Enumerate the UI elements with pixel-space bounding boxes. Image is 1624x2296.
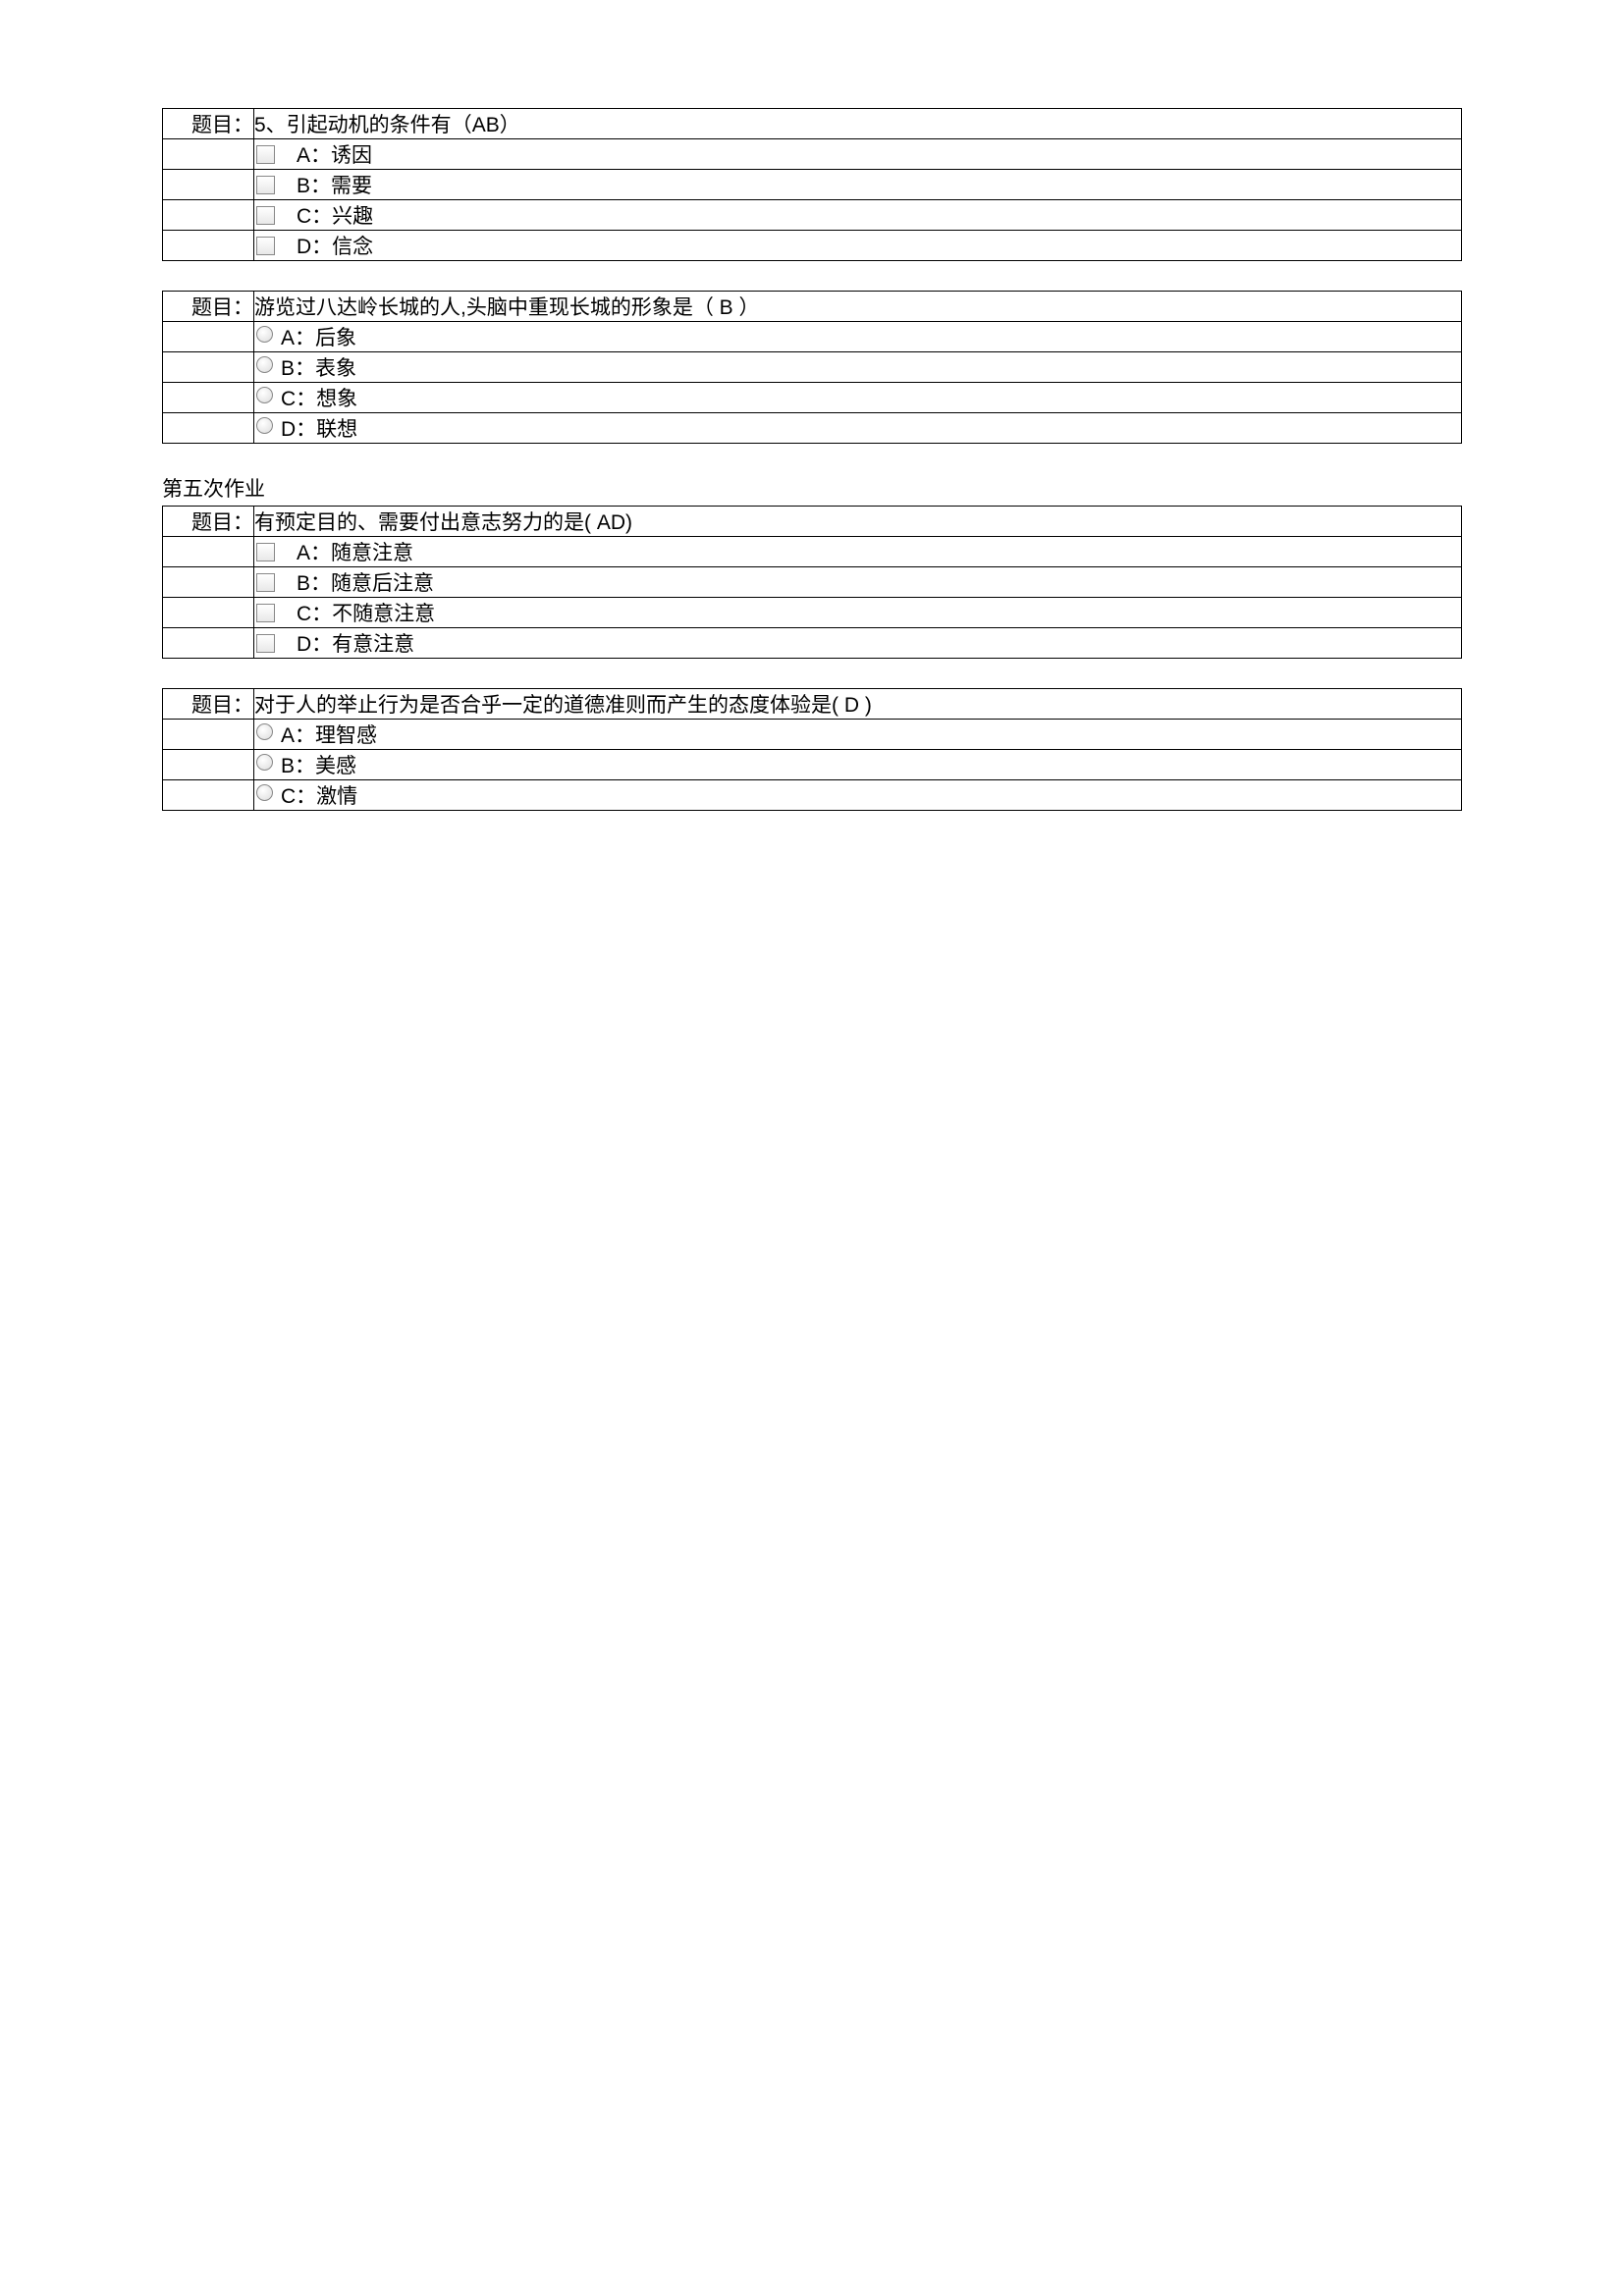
checkbox-icon[interactable] xyxy=(256,604,275,622)
stem-answer: AB xyxy=(472,114,500,136)
question-label: 题目： xyxy=(163,109,254,139)
radio-icon[interactable] xyxy=(256,784,273,801)
stem-answer: D xyxy=(844,694,859,717)
option-text: D：信念 xyxy=(297,231,373,260)
option-text: D：有意注意 xyxy=(297,628,414,658)
option-text: A：理智感 xyxy=(281,720,377,749)
question-label: 题目： xyxy=(163,292,254,322)
option-row: A：理智感 xyxy=(254,720,1462,750)
question-stem: 游览过八达岭长城的人,头脑中重现长城的形象是（ B ） xyxy=(254,292,1462,322)
checkbox-icon[interactable] xyxy=(256,573,275,592)
option-text: C：不随意注意 xyxy=(297,598,435,627)
stem-prefix: 5、引起动机的条件有（ xyxy=(254,114,472,136)
option-text: C：激情 xyxy=(281,780,357,810)
stem-prefix: 有预定目的、需要付出意志努力的是( xyxy=(254,511,597,534)
stem-answer: AD xyxy=(597,511,625,534)
option-row: A：诱因 xyxy=(254,139,1462,170)
question-label: 题目： xyxy=(163,507,254,537)
question-stem: 5、引起动机的条件有（AB） xyxy=(254,109,1462,139)
page-container: 题目： 5、引起动机的条件有（AB） A：诱因 B：需要 C：兴趣 xyxy=(0,0,1624,899)
question-block-3: 题目： 有预定目的、需要付出意志努力的是( AD) A：随意注意 B：随意后注意… xyxy=(162,506,1462,659)
checkbox-icon[interactable] xyxy=(256,634,275,653)
option-text: A：后象 xyxy=(281,322,356,351)
checkbox-icon[interactable] xyxy=(256,206,275,225)
option-row: C：想象 xyxy=(254,383,1462,413)
option-text: D：联想 xyxy=(281,413,357,443)
checkbox-icon[interactable] xyxy=(256,145,275,164)
checkbox-icon[interactable] xyxy=(256,237,275,255)
stem-answer: B xyxy=(720,296,733,319)
option-row: D：信念 xyxy=(254,231,1462,261)
option-row: D：有意注意 xyxy=(254,628,1462,659)
question-block-1: 题目： 5、引起动机的条件有（AB） A：诱因 B：需要 C：兴趣 xyxy=(162,108,1462,261)
stem-suffix: ） xyxy=(500,114,520,136)
option-row: C：不随意注意 xyxy=(254,598,1462,628)
option-text: B：需要 xyxy=(297,170,372,199)
stem-prefix: 对于人的举止行为是否合乎一定的道德准则而产生的态度体验是( xyxy=(254,694,844,717)
option-text: B：表象 xyxy=(281,352,356,382)
option-row: B：随意后注意 xyxy=(254,567,1462,598)
option-text: C：兴趣 xyxy=(297,200,373,230)
radio-icon[interactable] xyxy=(256,754,273,771)
checkbox-icon[interactable] xyxy=(256,543,275,561)
stem-suffix: ) xyxy=(859,694,872,717)
radio-icon[interactable] xyxy=(256,387,273,403)
option-row: B：美感 xyxy=(254,750,1462,780)
radio-icon[interactable] xyxy=(256,326,273,343)
option-text: A：诱因 xyxy=(297,139,372,169)
option-row: B：需要 xyxy=(254,170,1462,200)
option-text: B：美感 xyxy=(281,750,356,779)
option-row: A：后象 xyxy=(254,322,1462,352)
question-stem: 对于人的举止行为是否合乎一定的道德准则而产生的态度体验是( D ) xyxy=(254,689,1462,720)
option-row: A：随意注意 xyxy=(254,537,1462,567)
option-text: A：随意注意 xyxy=(297,537,413,566)
radio-icon[interactable] xyxy=(256,723,273,740)
radio-icon[interactable] xyxy=(256,417,273,434)
option-text: B：随意后注意 xyxy=(297,567,434,597)
question-block-2: 题目： 游览过八达岭长城的人,头脑中重现长城的形象是（ B ） A：后象 B：表… xyxy=(162,291,1462,444)
checkbox-icon[interactable] xyxy=(256,176,275,194)
question-block-4: 题目： 对于人的举止行为是否合乎一定的道德准则而产生的态度体验是( D ) A：… xyxy=(162,688,1462,811)
stem-suffix: ) xyxy=(625,511,632,534)
question-stem: 有预定目的、需要付出意志努力的是( AD) xyxy=(254,507,1462,537)
section-heading: 第五次作业 xyxy=(162,473,1462,503)
option-row: D：联想 xyxy=(254,413,1462,444)
stem-suffix: ） xyxy=(733,296,760,319)
option-row: C：激情 xyxy=(254,780,1462,811)
radio-icon[interactable] xyxy=(256,356,273,373)
option-text: C：想象 xyxy=(281,383,357,412)
question-label: 题目： xyxy=(163,689,254,720)
stem-prefix: 游览过八达岭长城的人,头脑中重现长城的形象是（ xyxy=(254,296,720,319)
option-row: C：兴趣 xyxy=(254,200,1462,231)
option-row: B：表象 xyxy=(254,352,1462,383)
